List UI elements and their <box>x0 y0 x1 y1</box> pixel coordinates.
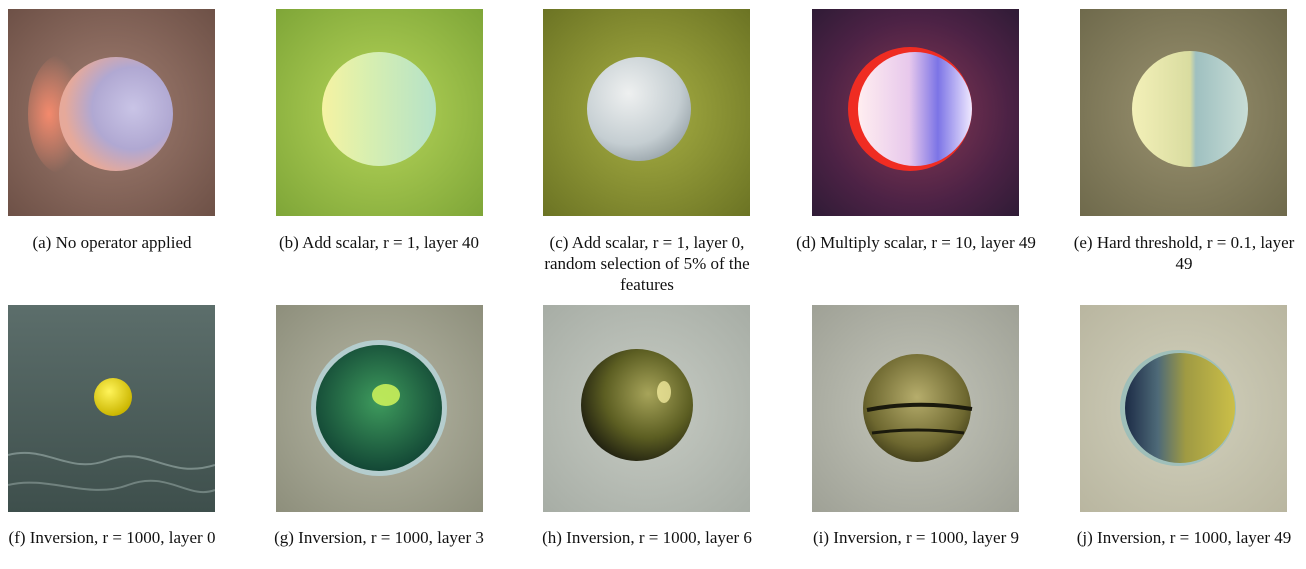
panel-a-caption: (a) No operator applied <box>32 233 192 252</box>
panel-b-caption: (b) Add scalar, r = 1, layer 40 <box>278 233 480 252</box>
panel-i-caption: (i) Inversion, r = 1000, layer 9 <box>813 528 1019 547</box>
panel-a-image <box>8 9 215 216</box>
panel-i-image <box>812 305 1019 512</box>
panel-d-caption: (d) Multiply scalar, r = 10, layer 49 <box>796 233 1036 252</box>
panel-j-caption: (j) Inversion, r = 1000, layer 49 <box>1076 528 1292 547</box>
panel-c-caption: (c) Add scalar, r = 1, layer 0, random s… <box>544 233 750 294</box>
panel-c-image <box>543 9 750 216</box>
panel-j-image <box>1080 305 1287 512</box>
panel-h-caption: (h) Inversion, r = 1000, layer 6 <box>542 528 752 547</box>
panel-f-caption: (f) Inversion, r = 1000, layer 0 <box>8 528 216 547</box>
panel-g-image <box>276 305 483 512</box>
panel-e-image <box>1080 9 1287 216</box>
panel-h-image <box>543 305 750 512</box>
panel-f-image <box>8 305 215 512</box>
panel-b-image <box>276 9 483 216</box>
panel-d-image <box>812 9 1019 216</box>
panel-g-caption: (g) Inversion, r = 1000, layer 3 <box>274 528 484 547</box>
panel-e-caption: (e) Hard threshold, r = 0.1, layer 49 <box>1073 233 1295 273</box>
